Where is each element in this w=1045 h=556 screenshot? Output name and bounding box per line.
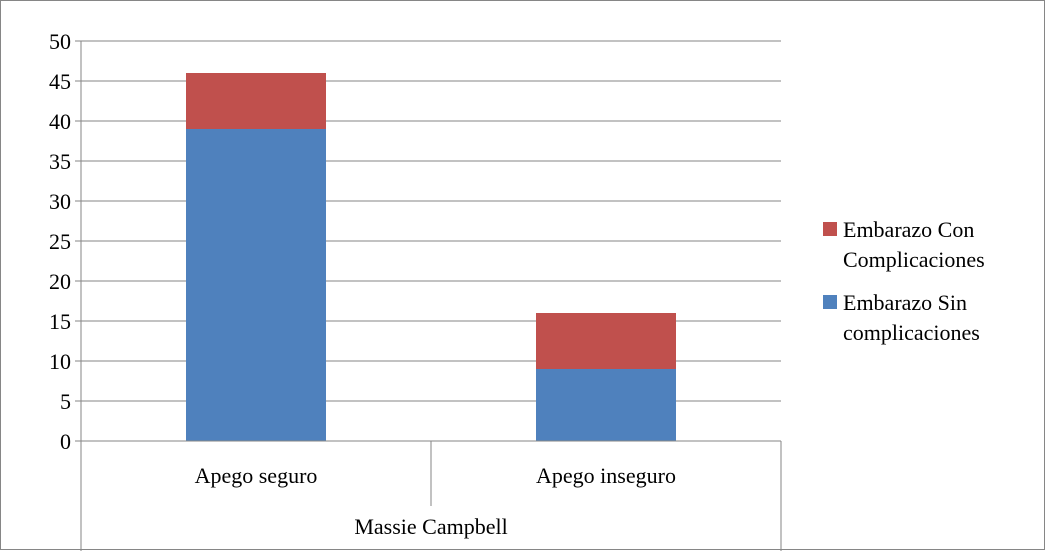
bar-layer [186, 73, 676, 441]
x-axis-group-label: Massie Campbell [354, 514, 507, 539]
y-tick-label: 30 [49, 189, 71, 214]
legend-swatch [823, 295, 837, 309]
legend-swatch [823, 222, 837, 236]
y-axis-ticks: 0 5 10 15 20 25 30 35 40 45 50 [49, 29, 71, 454]
y-tick-label: 0 [60, 429, 71, 454]
bar-sin-complicaciones [186, 129, 326, 441]
y-tick-label: 45 [49, 69, 71, 94]
axes [75, 40, 782, 551]
legend-label: complicaciones [843, 320, 980, 345]
legend-label: Embarazo Con [843, 217, 974, 242]
legend: Embarazo Con Complicaciones Embarazo Sin co… [823, 217, 985, 345]
legend-label: Embarazo Sin [843, 290, 967, 315]
bar-con-complicaciones [186, 73, 326, 129]
y-tick-label: 50 [49, 29, 71, 54]
x-axis-labels: Apego seguro Apego inseguro [195, 463, 676, 488]
y-tick-label: 35 [49, 149, 71, 174]
y-tick-label: 40 [49, 109, 71, 134]
y-tick-label: 25 [49, 229, 71, 254]
y-tick-label: 5 [60, 389, 71, 414]
y-tick-label: 20 [49, 269, 71, 294]
bar-con-complicaciones [536, 313, 676, 369]
legend-label: Complicaciones [843, 247, 985, 272]
x-tick-label: Apego seguro [195, 463, 318, 488]
x-tick-label: Apego inseguro [536, 463, 676, 488]
bar-sin-complicaciones [536, 369, 676, 441]
y-tick-label: 15 [49, 309, 71, 334]
y-tick-label: 10 [49, 349, 71, 374]
